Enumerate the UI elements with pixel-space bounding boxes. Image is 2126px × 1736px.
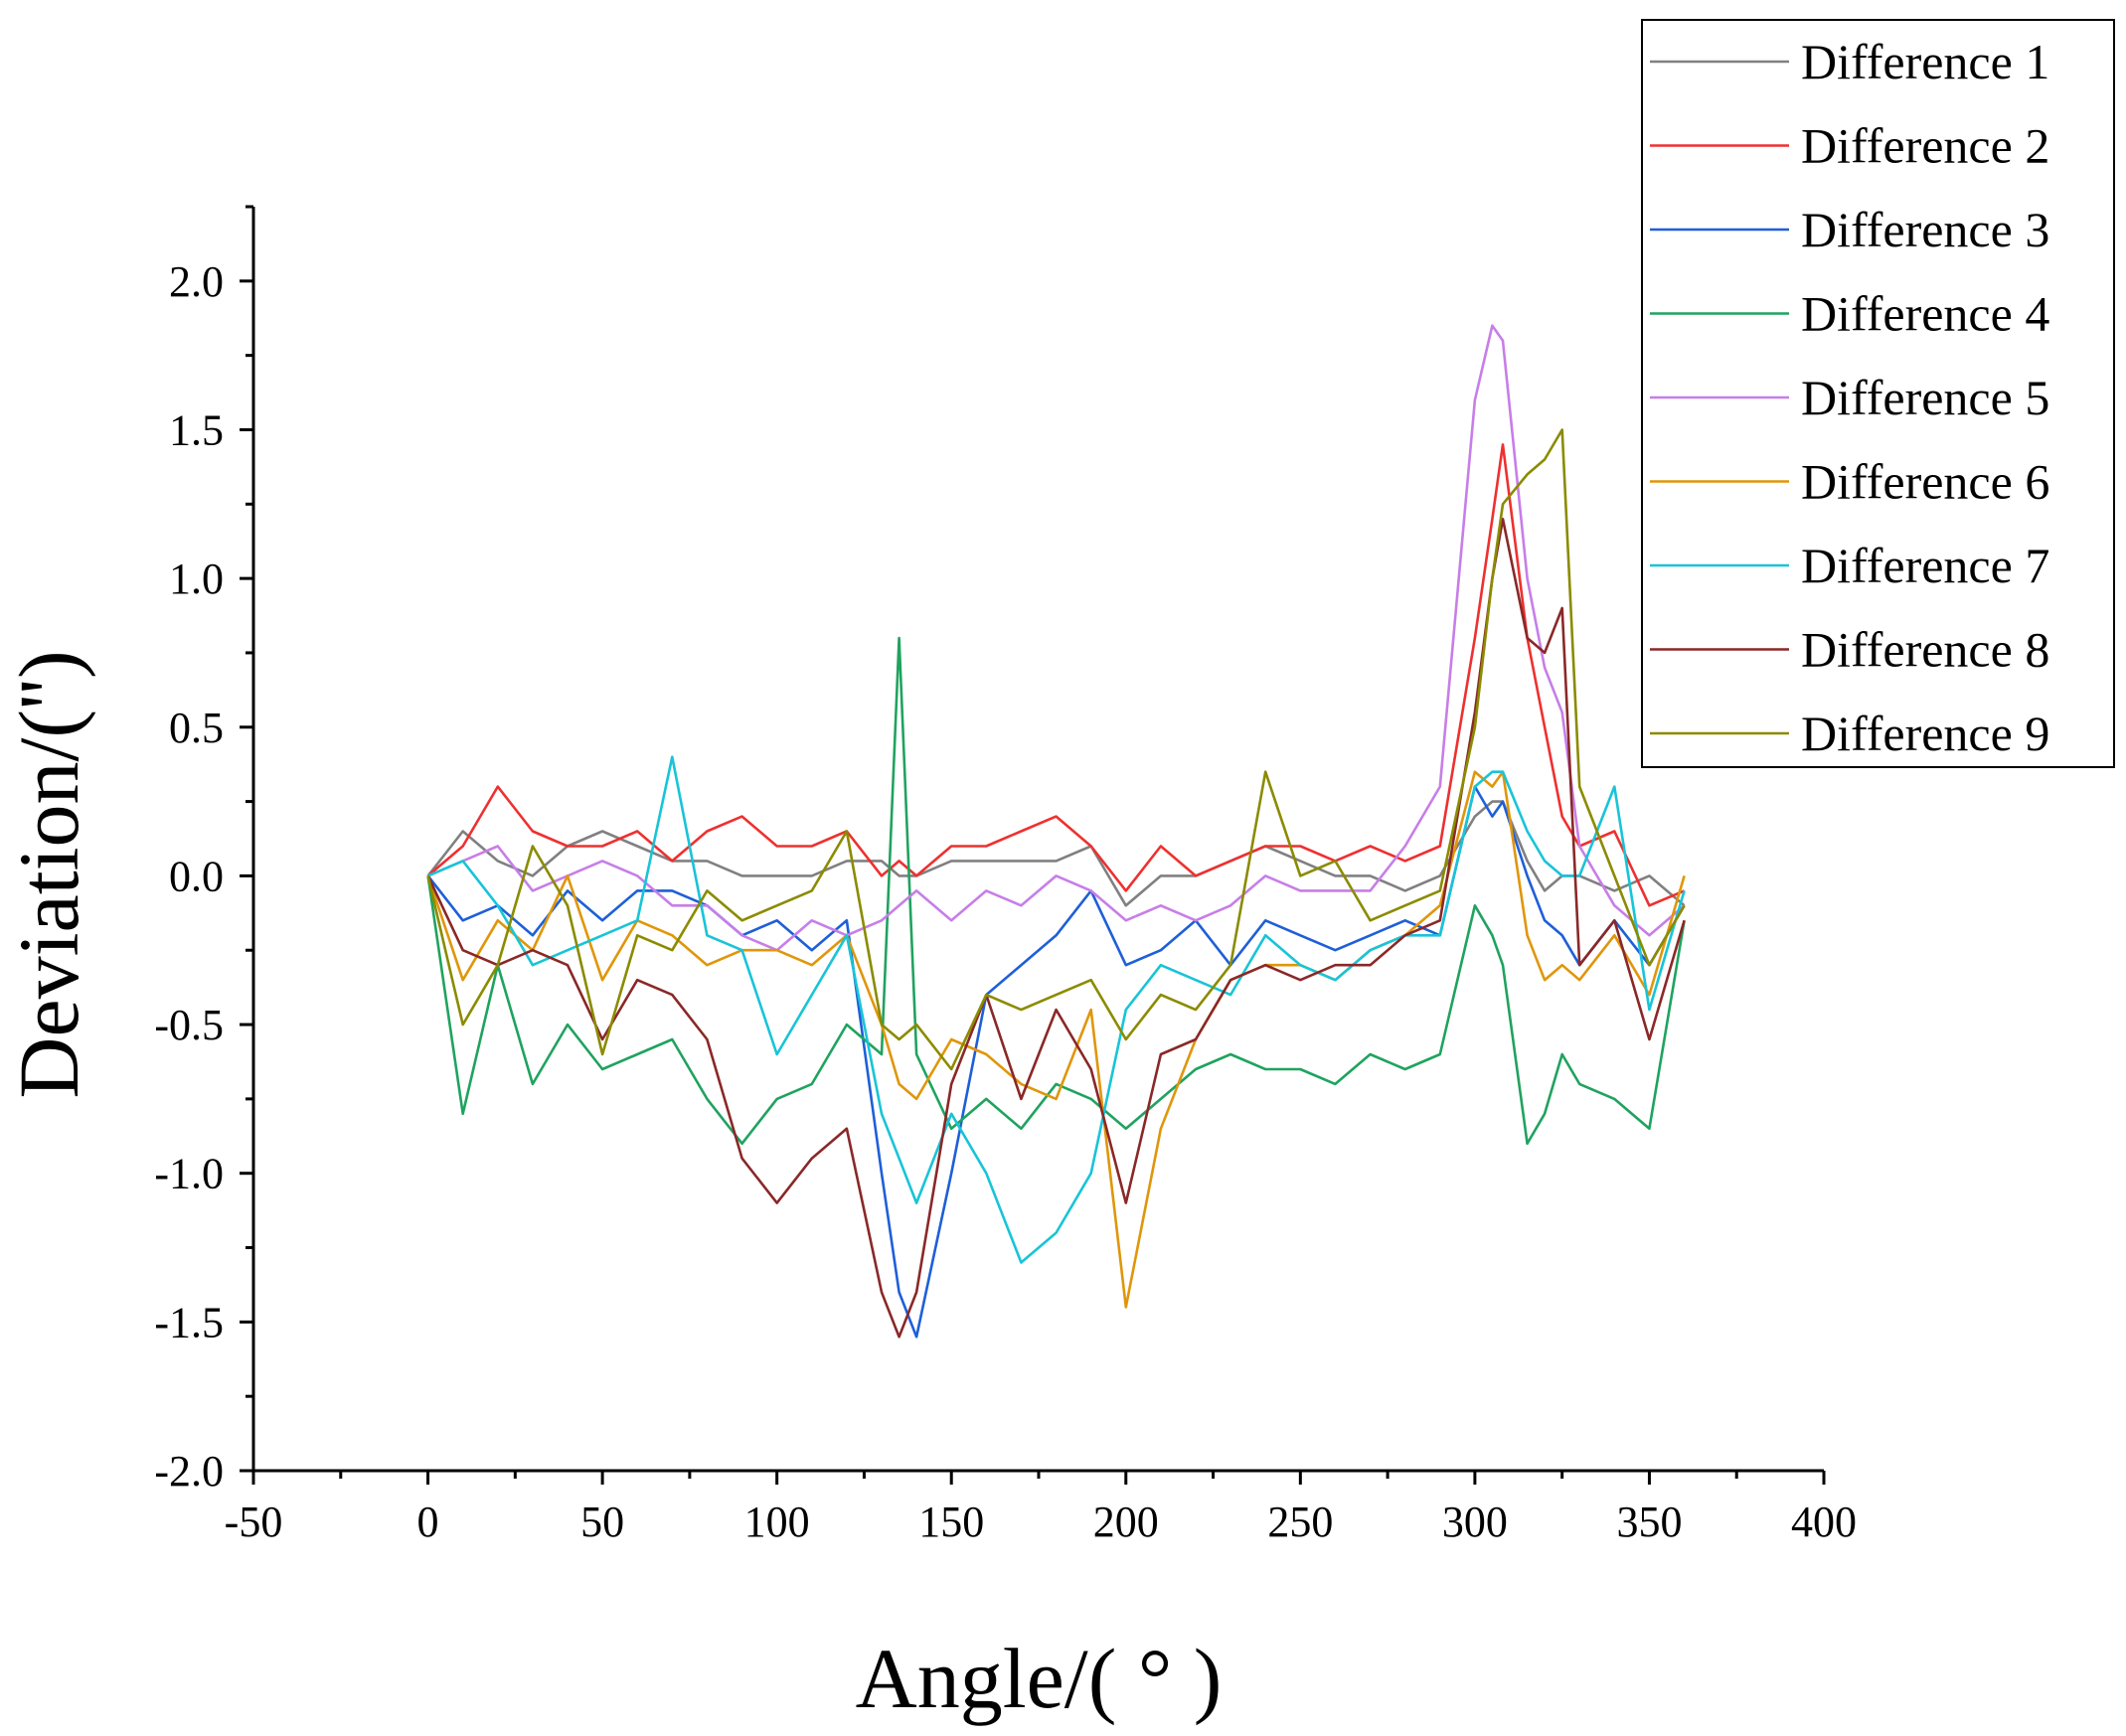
y-tick-label: 0.5 <box>169 704 224 752</box>
series-line-5 <box>427 324 1686 952</box>
legend-label-4: Difference 4 <box>1801 286 2049 342</box>
series-line-7 <box>427 755 1686 1264</box>
tick-labels: -50 0 50 100 150 200 250 300 350 400 -2.0 -1.5 -1.0 -… <box>154 257 1857 1546</box>
x-tick-label: 400 <box>1791 1498 1857 1546</box>
x-tick-label: 200 <box>1093 1498 1159 1546</box>
legend-label-6: Difference 6 <box>1801 454 2049 510</box>
legend-label-9: Difference 9 <box>1801 706 2049 761</box>
series-line-4 <box>426 636 1686 1146</box>
x-tick-label: 250 <box>1267 1498 1333 1546</box>
y-tick-label: -1.0 <box>154 1150 224 1198</box>
y-tick-label: 1.5 <box>169 405 224 454</box>
x-tick-label: 50 <box>580 1498 624 1546</box>
series-line-3 <box>426 785 1686 1339</box>
x-tick-label: 300 <box>1442 1498 1508 1546</box>
legend-items: Difference 1 Difference 2 Difference 3 Diff… <box>1650 34 2049 761</box>
y-tick-label: 1.0 <box>169 554 224 603</box>
x-tick-label: 150 <box>918 1498 984 1546</box>
series-line-6 <box>426 770 1686 1309</box>
series-layer <box>426 324 1686 1339</box>
legend-label-7: Difference 7 <box>1801 538 2049 593</box>
legend-label-8: Difference 8 <box>1801 622 2049 678</box>
y-tick-label: -0.5 <box>154 1001 224 1049</box>
y-tick-label: 0.0 <box>169 852 224 900</box>
x-tick-label: 0 <box>417 1498 439 1546</box>
y-tick-label: -1.5 <box>154 1298 224 1346</box>
x-axis-title: Angle/( ° ) <box>856 1631 1223 1726</box>
x-tick-label: 100 <box>744 1498 810 1546</box>
legend-label-3: Difference 3 <box>1801 202 2049 257</box>
axes <box>240 205 1826 1485</box>
series-line-8 <box>426 517 1686 1339</box>
legend-label-5: Difference 5 <box>1801 370 2049 425</box>
legend-label-1: Difference 1 <box>1801 34 2049 89</box>
y-tick-label: -2.0 <box>154 1447 224 1496</box>
x-tick-label: -50 <box>225 1498 283 1546</box>
series-line-9 <box>426 428 1686 1071</box>
y-axis-title: Deviation/('') <box>1 650 96 1098</box>
legend-label-2: Difference 2 <box>1801 118 2049 174</box>
series-line-2 <box>426 443 1686 907</box>
y-tick-label: 2.0 <box>169 257 224 306</box>
legend: Difference 1 Difference 2 Difference 3 Diff… <box>1641 19 2115 768</box>
x-tick-label: 350 <box>1616 1498 1682 1546</box>
